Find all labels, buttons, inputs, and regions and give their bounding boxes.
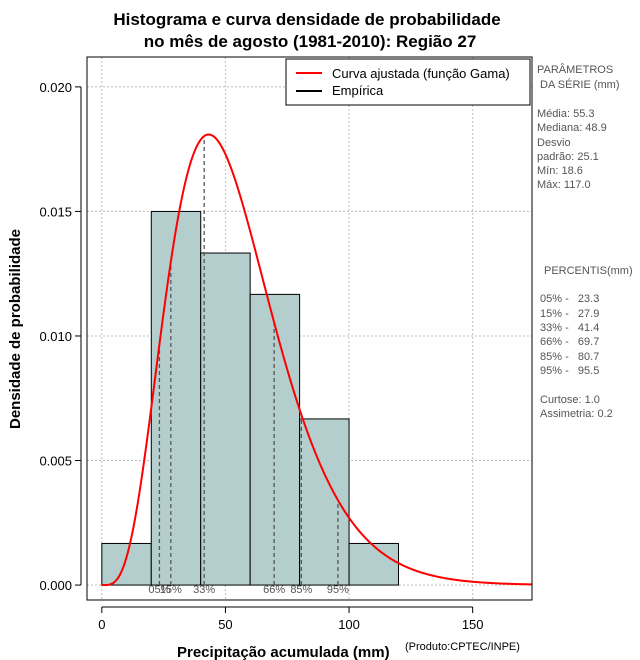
params-title-line-1: PARÂMETROS bbox=[537, 63, 613, 76]
percentile-label-85%: 85% bbox=[290, 584, 312, 596]
y-tick-label-0: 0.000 bbox=[39, 578, 72, 593]
y-tick-label-4: 0.020 bbox=[39, 80, 72, 95]
histogram-bar-4 bbox=[299, 418, 350, 586]
param-mean: Média: 55.3 bbox=[537, 108, 594, 120]
x-tick-label-0: 0 bbox=[98, 617, 105, 632]
percentile-label-95%: 95% bbox=[327, 584, 349, 596]
x-axis-label: Precipitação acumulada (mm) bbox=[177, 644, 390, 660]
stat-skewness: Assimetria: 0.2 bbox=[540, 408, 613, 420]
chart-title-line-2: no mês de agosto (1981-2010): Região 27 bbox=[144, 32, 477, 51]
percentil-05: 05% - 23.3 bbox=[540, 293, 599, 305]
y-tick-label-3: 0.015 bbox=[39, 204, 72, 219]
param-min: Mín: 18.6 bbox=[537, 165, 583, 177]
percentis-title: PERCENTIS(mm) bbox=[544, 265, 633, 277]
param-std-line-1: Desvio bbox=[537, 137, 571, 149]
y-tick-label-2: 0.010 bbox=[39, 329, 72, 344]
axes: 0 50 100 150 0.000 0.005 0.010 0.015 0.020 bbox=[39, 80, 483, 632]
plot-frame bbox=[86, 56, 533, 601]
legend-label-fit: Curva ajustada (função Gama) bbox=[332, 66, 510, 81]
percentile-label-15%: 15% bbox=[160, 584, 182, 596]
chart-title-line-1: Histograma e curva densidade de probabil… bbox=[113, 10, 500, 29]
histogram-bar-0 bbox=[101, 542, 152, 586]
histogram-bars bbox=[101, 210, 399, 586]
percentile-label-05%: 05% bbox=[148, 584, 170, 596]
percentil-66: 66% - 69.7 bbox=[540, 336, 599, 348]
histogram-bar-5 bbox=[348, 542, 399, 586]
gamma-curve bbox=[101, 133, 533, 587]
legend-label-empirical: Empírica bbox=[332, 83, 384, 98]
percentil-33: 33% - 41.4 bbox=[540, 322, 599, 334]
histogram-bar-1 bbox=[150, 210, 202, 586]
gamma-curve-layer bbox=[101, 133, 533, 587]
legend-box bbox=[285, 58, 531, 106]
param-max: Máx: 117.0 bbox=[537, 179, 591, 191]
credit-label: (Produto:CPTEC/INPE) bbox=[405, 641, 520, 653]
percentile-label-33%: 33% bbox=[193, 584, 215, 596]
legend: Curva ajustada (função Gama) Empírica bbox=[285, 58, 531, 106]
histogram-bar-2 bbox=[200, 252, 251, 586]
percentil-95: 95% - 95.5 bbox=[540, 365, 599, 377]
histogram-bar-3 bbox=[249, 293, 301, 586]
params-title-line-2: DA SÉRIE (mm) bbox=[537, 78, 620, 91]
percentile-lines bbox=[158, 136, 339, 586]
param-std-line-2: padrão: 25.1 bbox=[537, 151, 599, 163]
side-panel: PARÂMETROS DA SÉRIE (mm) Média: 55.3 Med… bbox=[537, 63, 633, 420]
percentil-15: 15% - 27.9 bbox=[540, 308, 599, 320]
stat-kurtosis: Curtose: 1.0 bbox=[540, 394, 600, 406]
param-median: Mediana: 48.9 bbox=[537, 122, 607, 134]
y-tick-label-1: 0.005 bbox=[39, 454, 72, 469]
percentile-label-66%: 66% bbox=[263, 584, 285, 596]
y-axis-label: Densidade de probabilidade bbox=[7, 229, 24, 429]
percentil-85: 85% - 80.7 bbox=[540, 351, 599, 363]
percentile-labels: 05%15% 33% 66% 85% 95% bbox=[148, 584, 349, 596]
x-tick-label-1: 50 bbox=[218, 617, 232, 632]
x-tick-label-3: 150 bbox=[462, 617, 484, 632]
x-tick-label-2: 100 bbox=[338, 617, 360, 632]
